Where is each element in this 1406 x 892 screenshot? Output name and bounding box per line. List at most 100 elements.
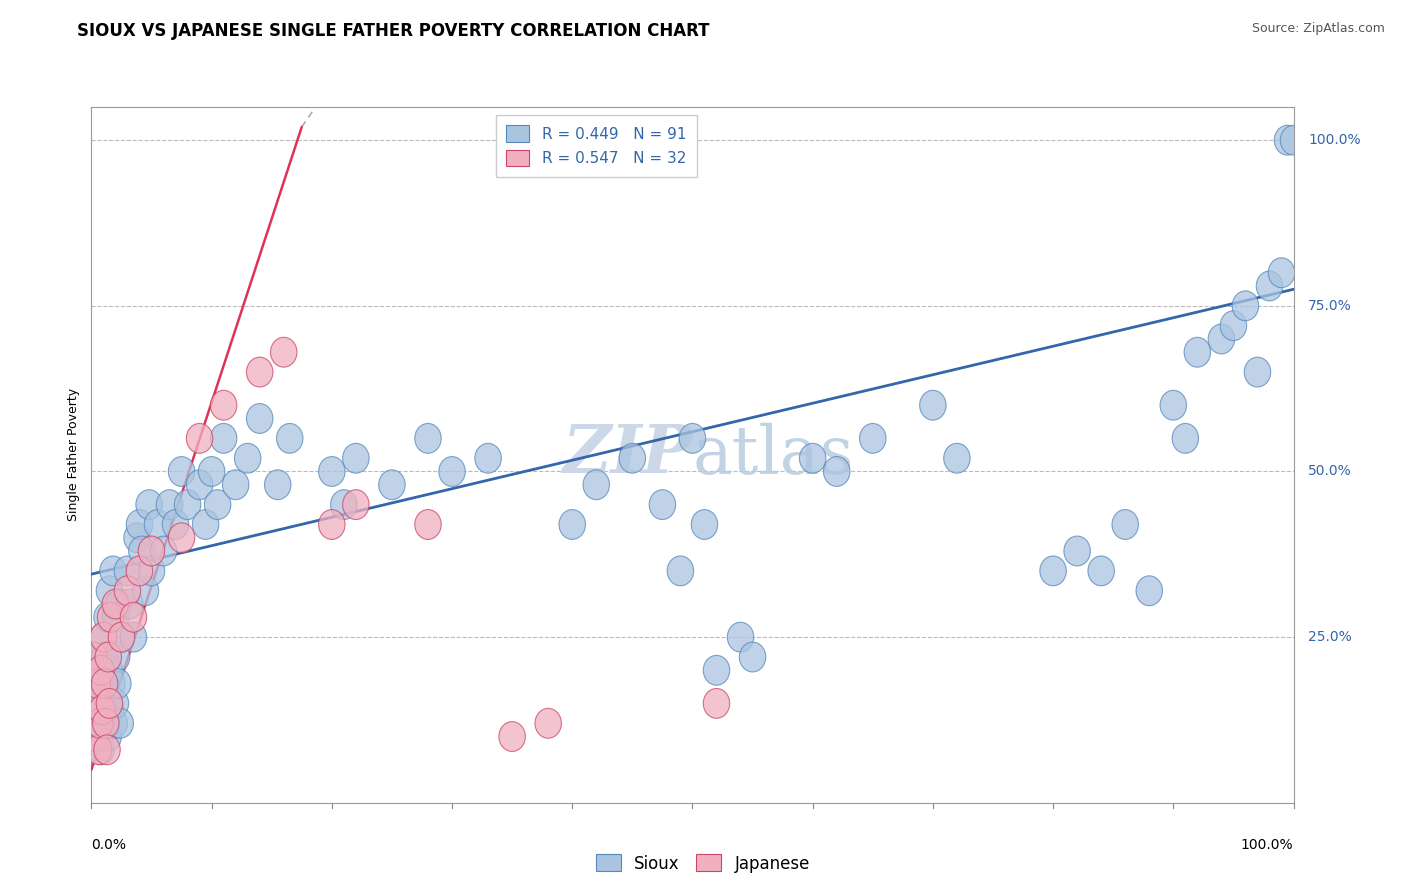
Ellipse shape [121,623,146,652]
Ellipse shape [127,509,153,540]
Text: 75.0%: 75.0% [1308,299,1351,313]
Ellipse shape [198,457,225,486]
Ellipse shape [145,509,170,540]
Ellipse shape [103,589,129,619]
Text: Source: ZipAtlas.com: Source: ZipAtlas.com [1251,22,1385,36]
Ellipse shape [235,443,262,473]
Ellipse shape [87,708,112,739]
Ellipse shape [378,470,405,500]
Ellipse shape [943,443,970,473]
Ellipse shape [246,403,273,434]
Ellipse shape [89,695,115,725]
Ellipse shape [679,424,706,453]
Ellipse shape [94,735,121,764]
Ellipse shape [222,470,249,500]
Ellipse shape [90,669,117,698]
Ellipse shape [84,656,111,685]
Ellipse shape [740,642,766,672]
Ellipse shape [187,470,212,500]
Ellipse shape [499,722,526,751]
Ellipse shape [415,509,441,540]
Ellipse shape [1208,324,1234,354]
Ellipse shape [97,602,124,632]
Ellipse shape [169,523,195,553]
Ellipse shape [105,589,132,619]
Ellipse shape [319,457,344,486]
Text: 100.0%: 100.0% [1308,133,1361,147]
Text: 100.0%: 100.0% [1241,838,1294,852]
Ellipse shape [415,424,441,453]
Ellipse shape [920,391,946,420]
Ellipse shape [83,669,110,698]
Ellipse shape [87,722,112,751]
Ellipse shape [1064,536,1091,566]
Ellipse shape [90,623,117,652]
Ellipse shape [319,509,344,540]
Ellipse shape [169,457,195,486]
Y-axis label: Single Father Poverty: Single Father Poverty [67,388,80,522]
Ellipse shape [114,576,141,606]
Ellipse shape [104,642,129,672]
Ellipse shape [103,689,129,718]
Ellipse shape [108,623,135,652]
Legend: Sioux, Japanese: Sioux, Japanese [589,847,817,880]
Ellipse shape [187,424,212,453]
Ellipse shape [1281,125,1306,155]
Ellipse shape [439,457,465,486]
Ellipse shape [650,490,676,519]
Text: 50.0%: 50.0% [1308,465,1351,478]
Ellipse shape [94,602,121,632]
Ellipse shape [270,337,297,368]
Ellipse shape [343,490,370,519]
Ellipse shape [1232,291,1258,321]
Ellipse shape [193,509,219,540]
Ellipse shape [211,391,236,420]
Ellipse shape [703,656,730,685]
Ellipse shape [1136,576,1163,606]
Ellipse shape [1256,271,1282,301]
Ellipse shape [100,556,127,586]
Ellipse shape [330,490,357,519]
Ellipse shape [343,443,370,473]
Ellipse shape [86,735,112,764]
Ellipse shape [96,642,121,672]
Text: SIOUX VS JAPANESE SINGLE FATHER POVERTY CORRELATION CHART: SIOUX VS JAPANESE SINGLE FATHER POVERTY … [77,22,710,40]
Ellipse shape [800,443,825,473]
Text: ZIP: ZIP [562,423,692,487]
Ellipse shape [174,490,201,519]
Ellipse shape [91,669,118,698]
Ellipse shape [619,443,645,473]
Ellipse shape [132,576,159,606]
Ellipse shape [80,642,107,672]
Ellipse shape [727,623,754,652]
Ellipse shape [129,536,155,566]
Legend: R = 0.449   N = 91, R = 0.547   N = 32: R = 0.449 N = 91, R = 0.547 N = 32 [496,115,697,177]
Ellipse shape [1220,310,1247,341]
Ellipse shape [87,735,114,764]
Ellipse shape [560,509,585,540]
Ellipse shape [162,509,188,540]
Ellipse shape [89,695,115,725]
Ellipse shape [475,443,502,473]
Ellipse shape [96,656,122,685]
Ellipse shape [138,556,165,586]
Ellipse shape [1184,337,1211,368]
Ellipse shape [692,509,717,540]
Ellipse shape [124,523,150,553]
Ellipse shape [277,424,302,453]
Ellipse shape [114,556,141,586]
Ellipse shape [1244,357,1271,387]
Text: atlas: atlas [692,422,853,488]
Ellipse shape [104,669,131,698]
Ellipse shape [1274,125,1301,155]
Ellipse shape [1160,391,1187,420]
Ellipse shape [668,556,693,586]
Ellipse shape [1268,258,1295,287]
Ellipse shape [534,708,561,739]
Ellipse shape [108,623,135,652]
Ellipse shape [86,708,112,739]
Ellipse shape [84,669,111,698]
Ellipse shape [83,689,110,718]
Ellipse shape [127,556,153,586]
Ellipse shape [1040,556,1066,586]
